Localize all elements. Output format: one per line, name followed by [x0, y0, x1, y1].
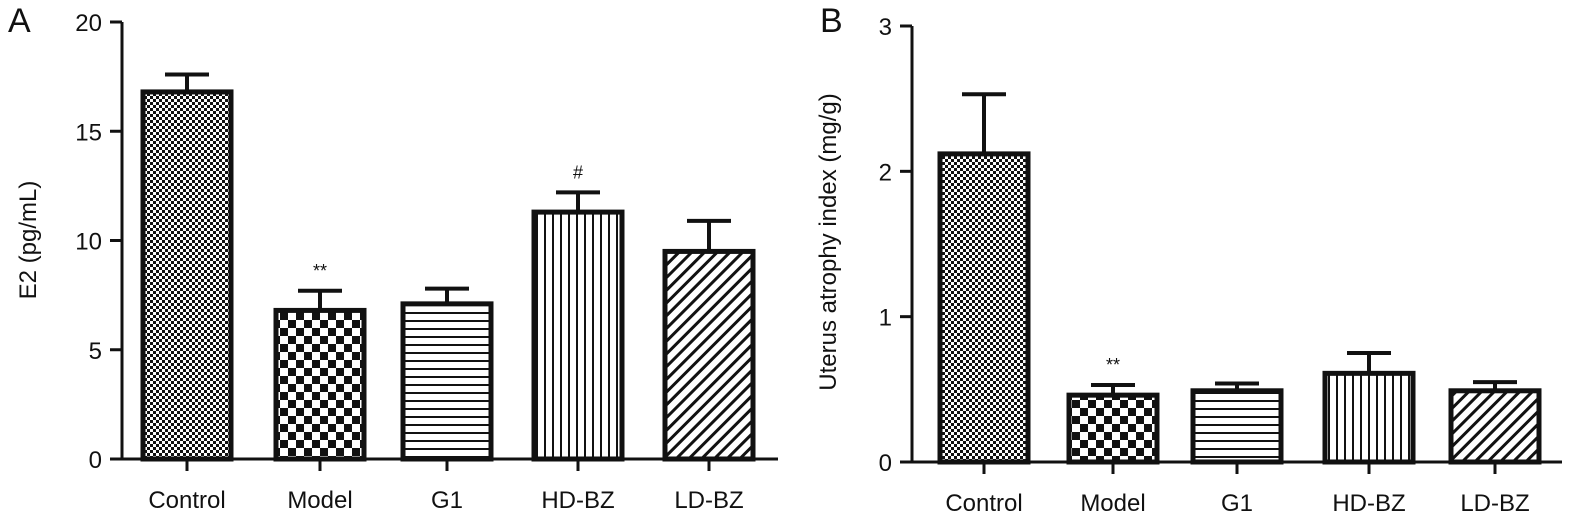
y-tick-label-a: 10: [75, 229, 102, 256]
y-axis-title-b: Uterus atrophy index (mg/g): [815, 93, 842, 390]
bar-a-model: [273, 307, 367, 462]
y-tick-label-b: 0: [879, 450, 892, 477]
y-tick-label-b: 1: [879, 305, 892, 332]
bar-a-control: [140, 89, 234, 462]
x-tick-label-b: HD-BZ: [1332, 490, 1405, 517]
panel-b: B Uterus atrophy index (mg/g) 0 1 2 3 Contro…: [815, 2, 1562, 517]
x-tick-label-a: Model: [287, 487, 352, 514]
plot-area-b: 0 1 2 3 Control Model ** G1 HD-BZ LD-BZ: [879, 14, 1562, 517]
bar-b-model: [1066, 392, 1160, 465]
x-tick-label-a: LD-BZ: [674, 487, 743, 514]
x-tick-label-a: Control: [148, 487, 225, 514]
x-tick-label-b: LD-BZ: [1460, 490, 1529, 517]
bar-a-g1: [400, 301, 494, 462]
y-tick-label-b: 3: [879, 14, 892, 41]
panel-a: A E2 (pg/mL) 0 5 10 15 20 Control Model ** G1 HD-…: [8, 2, 778, 514]
bar-a-hd-bz: [531, 209, 625, 462]
bar-b-ld-bz: [1448, 388, 1542, 465]
x-tick-label-b: Model: [1080, 490, 1145, 517]
y-tick-label-a: 5: [89, 338, 102, 365]
y-axis-title-a: E2 (pg/mL): [15, 181, 42, 300]
bar-b-g1: [1190, 388, 1284, 465]
significance-label-a: **: [313, 261, 327, 281]
significance-label-b: **: [1106, 355, 1120, 375]
y-tick-label-b: 2: [879, 159, 892, 186]
x-tick-label-b: Control: [945, 490, 1022, 517]
bar-a-ld-bz: [662, 248, 756, 462]
bar-b-hd-bz: [1322, 370, 1416, 465]
x-tick-label-a: G1: [431, 487, 463, 514]
x-tick-label-b: G1: [1221, 490, 1253, 517]
y-tick-label-a: 20: [75, 10, 102, 37]
panel-letter-a: A: [8, 2, 31, 40]
bar-b-control: [937, 151, 1031, 465]
significance-label-a: #: [573, 162, 583, 182]
panel-letter-b: B: [820, 2, 843, 40]
x-tick-label-a: HD-BZ: [541, 487, 614, 514]
y-tick-label-a: 15: [75, 119, 102, 146]
plot-area-a: 0 5 10 15 20 Control Model ** G1 HD-BZ # LD-BZ: [75, 10, 778, 514]
y-tick-label-a: 0: [89, 447, 102, 474]
